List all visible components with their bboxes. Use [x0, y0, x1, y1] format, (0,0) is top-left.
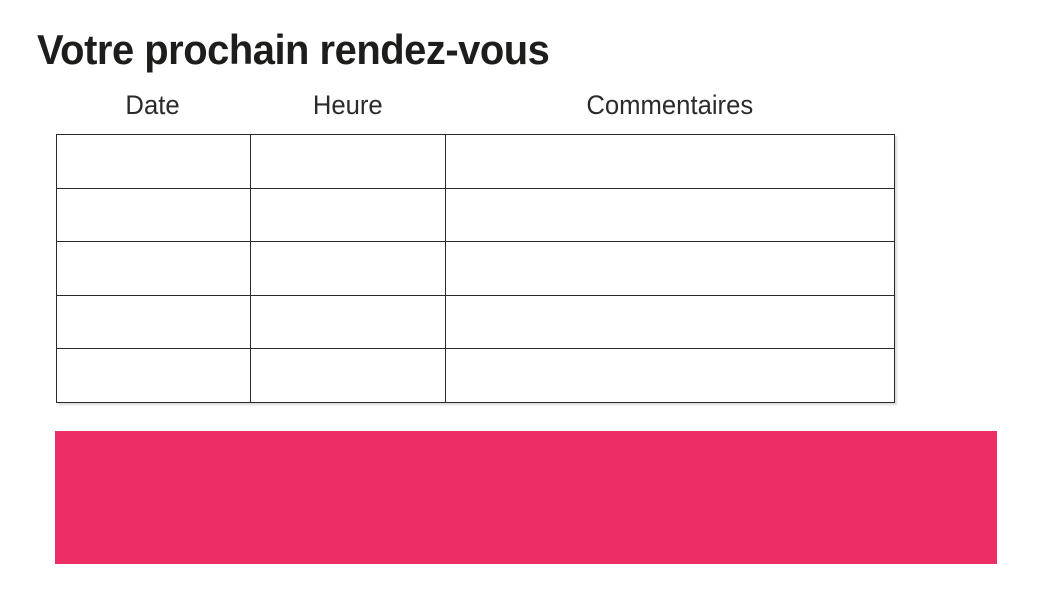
table-row [56, 241, 895, 296]
table-cell [250, 134, 446, 189]
column-header-date-label: Date [125, 90, 181, 120]
column-header-commentaires: Commentaires [445, 90, 894, 121]
table-cell [445, 294, 895, 349]
table-column-headers: Date Heure Commentaires [56, 90, 894, 121]
table-cell [250, 294, 446, 349]
page-title: Votre prochain rendez-vous [37, 26, 550, 73]
table-row [56, 187, 895, 242]
table-cell [56, 241, 251, 296]
table-cell [250, 187, 446, 242]
table-cell [56, 187, 251, 242]
appointments-table [56, 134, 895, 403]
table-cell [56, 294, 251, 349]
column-header-commentaires-label: Commentaires [586, 90, 753, 120]
table-cell [250, 348, 446, 403]
table-cell [445, 134, 895, 189]
table-row [56, 134, 895, 189]
appointments-table-body [56, 134, 895, 403]
table-cell [445, 187, 895, 242]
column-header-heure: Heure [250, 90, 445, 121]
table-row [56, 348, 895, 403]
table-cell [56, 134, 251, 189]
table-row [56, 294, 895, 349]
table-cell [445, 241, 895, 296]
accent-banner [55, 431, 997, 564]
column-header-date: Date [56, 90, 250, 121]
table-cell [56, 348, 251, 403]
column-header-heure-label: Heure [312, 90, 383, 120]
table-cell [445, 348, 895, 403]
table-cell [250, 241, 446, 296]
